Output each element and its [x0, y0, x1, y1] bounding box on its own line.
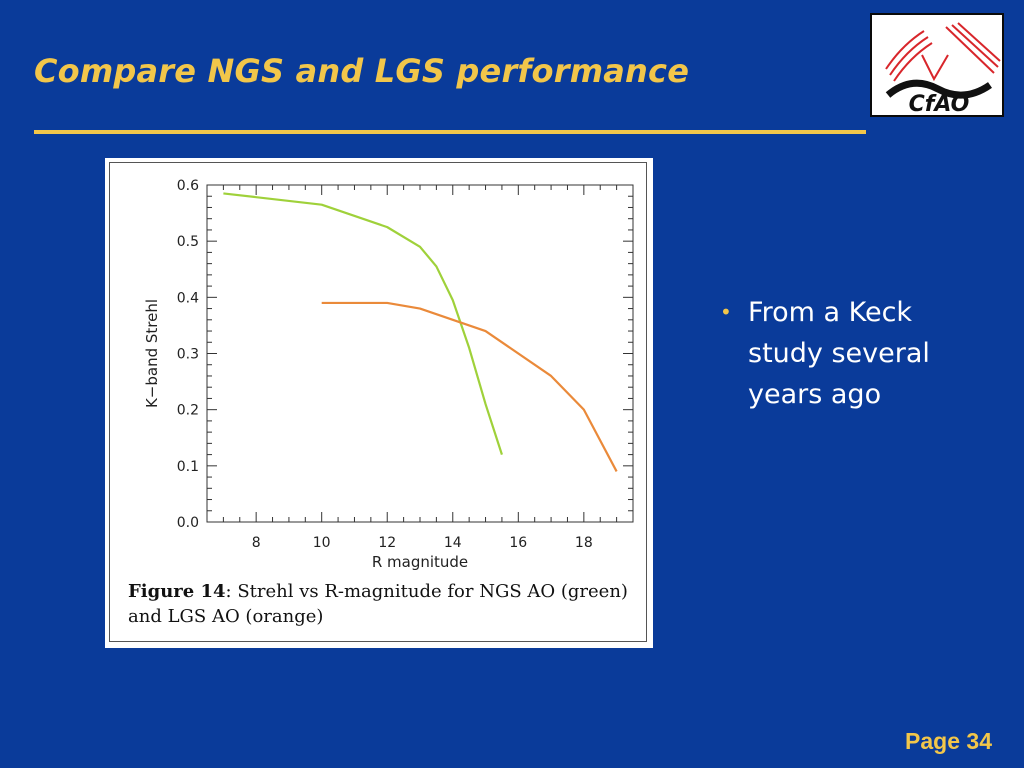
figure-panel: 0.0 0.1 0.2 0.3 0.4 0.5 0.6 8 10 12 14 16 18 K−band… [109, 162, 647, 642]
cfao-logo: CfAO [870, 13, 1004, 117]
y-tick-label: 0.4 [177, 290, 199, 306]
x-tick-label: 12 [378, 535, 396, 551]
x-tick-label: 16 [509, 535, 527, 551]
y-tick-label: 0.2 [177, 403, 199, 419]
y-tick-label: 0.5 [177, 234, 199, 250]
logo-text: CfAO [909, 92, 970, 117]
strehl-chart: 0.0 0.1 0.2 0.3 0.4 0.5 0.6 8 10 12 14 16 18 K−band… [143, 178, 634, 571]
y-tick-label: 0.3 [177, 347, 199, 363]
bullet-list: • From a Keck study several years ago [720, 292, 990, 415]
bullet-text: From a Keck study several years ago [748, 297, 930, 410]
bullet-item: • From a Keck study several years ago [720, 292, 990, 415]
plot-area [206, 184, 634, 523]
caption-text: : Strehl vs R-magnitude for NGS AO (gree… [128, 581, 628, 627]
title-underline [34, 130, 866, 134]
lgs-series-line [321, 301, 618, 472]
y-tick-label: 0.1 [177, 459, 199, 475]
page-number: Page 34 [905, 728, 992, 754]
x-tick-label: 8 [252, 535, 261, 551]
caption-label: Figure 14 [128, 581, 226, 602]
x-axis-label: R magnitude [372, 553, 468, 571]
ngs-series-line [223, 192, 503, 455]
logo-graphic: CfAO [885, 22, 1001, 117]
x-tick-label: 18 [575, 535, 593, 551]
y-tick-label: 0.0 [177, 515, 199, 531]
bullet-dot-icon: • [720, 300, 732, 324]
x-tick-label: 14 [444, 535, 462, 551]
figure-frame: 0.0 0.1 0.2 0.3 0.4 0.5 0.6 8 10 12 14 16 18 K−band… [105, 158, 653, 648]
figure-caption: Figure 14: Strehl vs R-magnitude for NGS… [128, 579, 638, 629]
y-tick-label: 0.6 [177, 178, 199, 194]
slide-title: Compare NGS and LGS performance [34, 52, 690, 90]
x-tick-label: 10 [313, 535, 331, 551]
y-axis-label: K−band Strehl [143, 299, 161, 408]
